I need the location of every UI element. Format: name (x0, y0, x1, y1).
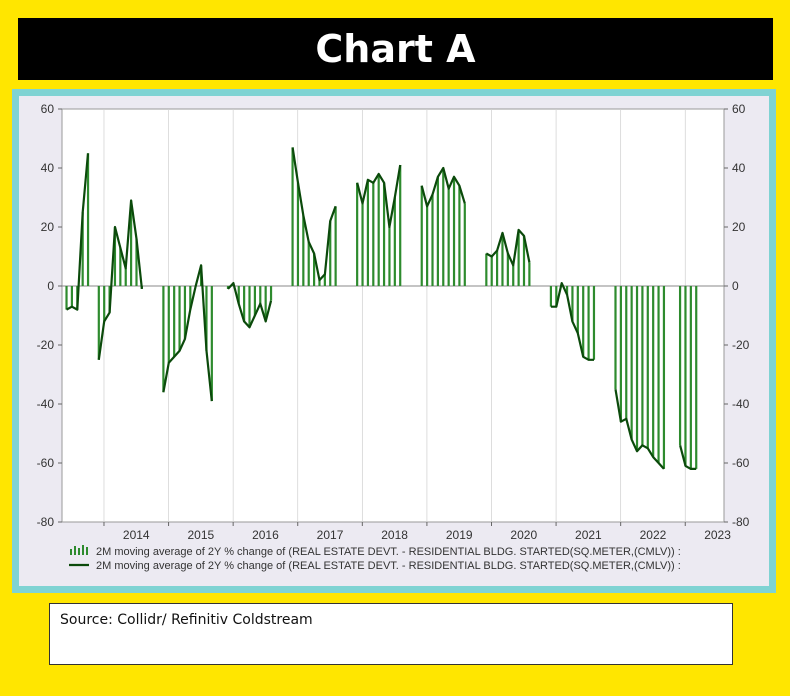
y-tick-label-right: -80 (732, 515, 750, 529)
series-line (420, 166, 466, 208)
source-text: Source: Collidr/ Refinitiv Coldstream (60, 612, 313, 628)
y-tick-label-right: -60 (732, 456, 750, 470)
chart-frame: 60 60 40 40 20 20 0 0 -20 -20 -40 -40 -60 -60 -80 -80 20… (12, 89, 776, 593)
x-year-label: 2022 (640, 528, 667, 542)
series-line (550, 282, 594, 361)
x-year-label: 2015 (188, 528, 215, 542)
y-tick-label-right: 0 (732, 279, 739, 293)
x-year-label: 2016 (252, 528, 279, 542)
x-year-label: 2023 (704, 528, 731, 542)
series-line (679, 445, 697, 470)
y-tick-label-right: 60 (732, 102, 746, 116)
series-line (291, 147, 337, 282)
x-year-label: 2018 (381, 528, 408, 542)
y-tick-label-left: 20 (41, 220, 55, 234)
y-tick-label-right: 20 (732, 220, 746, 234)
series-line (97, 199, 143, 360)
source-box: Source: Collidr/ Refinitiv Coldstream (49, 603, 733, 665)
y-tick-label-left: -80 (37, 515, 55, 529)
legend-label-line: 2M moving average of 2Y % change of (REA… (96, 560, 681, 572)
series-line (614, 389, 665, 470)
series-line (227, 282, 273, 329)
chart-panel: 60 60 40 40 20 20 0 0 -20 -20 -40 -40 -60 -60 -80 -80 20… (19, 96, 769, 586)
series-line (65, 153, 90, 311)
y-tick-label-left: 0 (47, 279, 54, 293)
series-line (485, 228, 531, 267)
y-tick-label-right: -20 (732, 338, 750, 352)
x-year-label: 2019 (446, 528, 473, 542)
y-tick-label-right: 40 (732, 161, 746, 175)
x-year-label: 2017 (317, 528, 344, 542)
chart-title: Chart A (18, 18, 773, 80)
legend-label-bars: 2M moving average of 2Y % change of (REA… (96, 546, 681, 558)
plot-area (61, 108, 725, 523)
series-line (356, 164, 402, 229)
y-tick-label-right: -40 (732, 397, 750, 411)
y-tick-label-left: -40 (37, 397, 55, 411)
y-tick-label-left: -20 (37, 338, 55, 352)
series-line (162, 264, 213, 402)
x-year-label: 2021 (575, 528, 602, 542)
y-tick-label-left: 60 (41, 102, 55, 116)
y-tick-label-left: 40 (41, 161, 55, 175)
x-year-label: 2020 (510, 528, 537, 542)
y-tick-label-left: -60 (37, 456, 55, 470)
x-year-label: 2014 (123, 528, 150, 542)
